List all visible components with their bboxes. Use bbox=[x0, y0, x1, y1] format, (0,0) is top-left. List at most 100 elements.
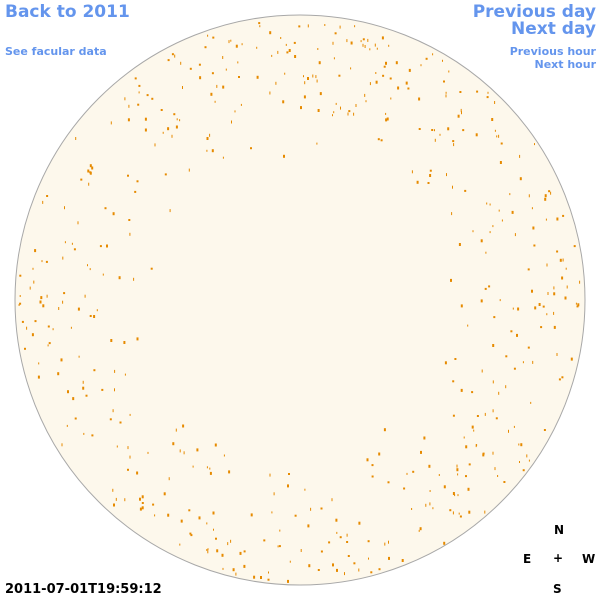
facula bbox=[88, 182, 90, 186]
previous-day-link[interactable]: Previous day bbox=[472, 2, 596, 22]
facula bbox=[204, 46, 207, 49]
facula bbox=[538, 303, 541, 306]
facula bbox=[206, 549, 208, 551]
facula bbox=[294, 55, 297, 58]
facula bbox=[243, 550, 246, 553]
facula bbox=[32, 267, 34, 270]
facula bbox=[520, 443, 523, 447]
facula bbox=[192, 465, 194, 468]
facula bbox=[234, 110, 236, 113]
facula bbox=[280, 37, 282, 39]
facula bbox=[350, 67, 352, 70]
facula bbox=[362, 38, 365, 41]
facula bbox=[461, 111, 462, 115]
facula bbox=[482, 452, 485, 455]
facula bbox=[458, 243, 461, 246]
facula bbox=[288, 473, 290, 475]
facula bbox=[47, 325, 50, 328]
facula bbox=[82, 380, 84, 384]
facula bbox=[519, 461, 520, 463]
facula bbox=[320, 507, 323, 510]
facula bbox=[383, 428, 386, 432]
facula bbox=[401, 559, 404, 562]
facula bbox=[510, 330, 513, 333]
facula bbox=[287, 579, 289, 583]
previous-hour-link[interactable]: Previous hour bbox=[509, 45, 596, 58]
facula bbox=[562, 214, 565, 217]
facula bbox=[516, 333, 518, 337]
next-day-link[interactable]: Next day bbox=[511, 19, 596, 39]
facula bbox=[464, 189, 467, 192]
facula bbox=[475, 133, 478, 137]
facula bbox=[231, 120, 232, 124]
facula bbox=[419, 527, 422, 531]
facula bbox=[222, 567, 224, 570]
facula bbox=[87, 169, 90, 173]
facula bbox=[403, 487, 406, 490]
facula bbox=[188, 168, 190, 172]
facula bbox=[112, 212, 115, 216]
facula bbox=[223, 454, 225, 457]
facula bbox=[127, 174, 129, 177]
facula bbox=[381, 36, 384, 40]
facula bbox=[175, 428, 177, 432]
facula bbox=[146, 94, 149, 97]
facula bbox=[418, 128, 421, 130]
facula bbox=[136, 337, 139, 341]
facula bbox=[370, 571, 373, 574]
facula bbox=[364, 45, 366, 48]
facula bbox=[162, 131, 164, 134]
facula bbox=[212, 511, 215, 515]
facula bbox=[429, 174, 432, 177]
facula bbox=[488, 285, 491, 288]
facula bbox=[109, 418, 112, 421]
facula bbox=[128, 219, 131, 221]
facula bbox=[189, 532, 192, 535]
facula bbox=[40, 296, 43, 300]
facula bbox=[110, 339, 113, 342]
facula bbox=[256, 46, 258, 49]
facula bbox=[228, 40, 230, 44]
facula bbox=[316, 79, 318, 83]
facula bbox=[316, 142, 318, 145]
facula bbox=[80, 178, 83, 181]
facula bbox=[66, 424, 68, 427]
facula bbox=[369, 82, 371, 86]
facula bbox=[147, 451, 149, 454]
facula bbox=[375, 72, 377, 74]
facula bbox=[334, 32, 337, 35]
facula bbox=[101, 388, 104, 391]
facula bbox=[188, 509, 191, 512]
facular-link[interactable]: See facular data bbox=[5, 45, 107, 58]
facula bbox=[315, 75, 317, 79]
facula bbox=[385, 118, 388, 122]
facula bbox=[387, 481, 390, 484]
facula bbox=[420, 64, 422, 67]
facula bbox=[397, 86, 400, 90]
facula bbox=[179, 119, 181, 122]
facula bbox=[206, 522, 208, 525]
timestamp: 2011-07-01T19:59:12 bbox=[5, 582, 162, 597]
facula bbox=[491, 118, 494, 121]
facula bbox=[318, 61, 321, 65]
facula bbox=[169, 209, 171, 213]
facula bbox=[375, 80, 378, 84]
facula bbox=[256, 75, 259, 79]
facula bbox=[376, 47, 378, 50]
facula bbox=[269, 91, 271, 95]
facula bbox=[532, 226, 535, 230]
facula bbox=[499, 299, 501, 302]
facula bbox=[368, 557, 369, 560]
facula bbox=[150, 267, 153, 270]
facula bbox=[99, 245, 102, 248]
facula bbox=[228, 470, 231, 474]
facula bbox=[486, 96, 489, 99]
facula bbox=[243, 564, 246, 568]
facula bbox=[339, 536, 342, 539]
facula bbox=[494, 101, 496, 104]
facula bbox=[277, 545, 279, 548]
back-link[interactable]: Back to 2011 bbox=[5, 2, 130, 22]
facula bbox=[48, 342, 51, 345]
next-hour-link[interactable]: Next hour bbox=[534, 58, 597, 71]
facula bbox=[513, 367, 516, 370]
